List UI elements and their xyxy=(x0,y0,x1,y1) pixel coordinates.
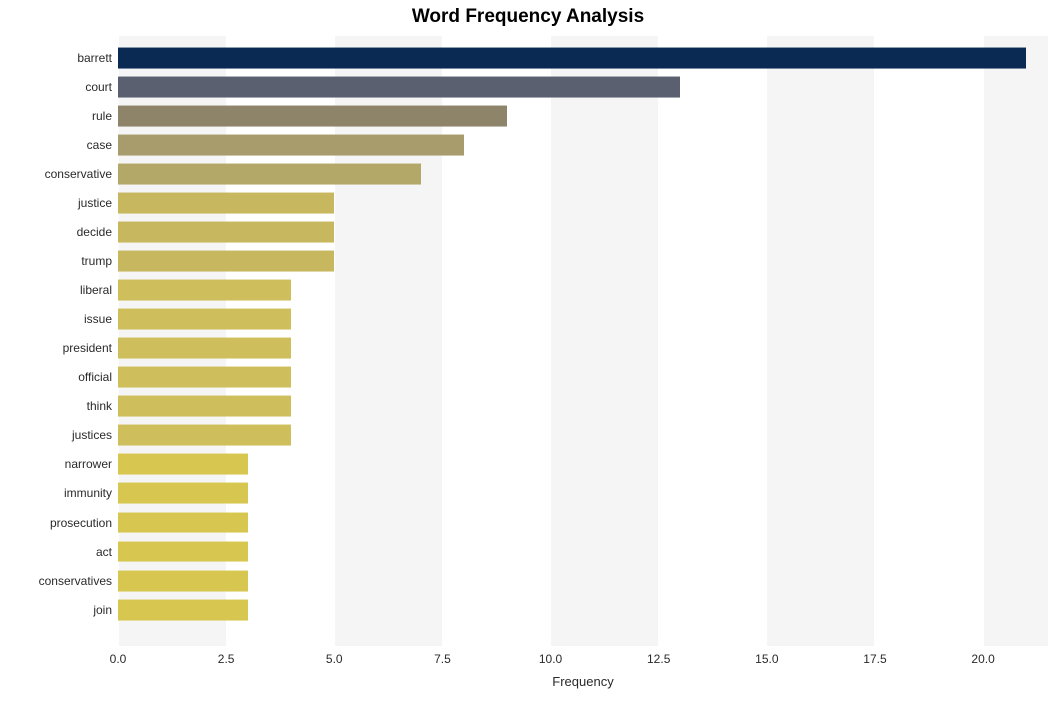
bar xyxy=(118,76,680,97)
bar-slot: liberal xyxy=(118,276,1048,305)
bar-slot: conservatives xyxy=(118,566,1048,595)
y-tick-label: justice xyxy=(78,196,118,210)
x-tick-label: 17.5 xyxy=(863,646,886,666)
chart-title: Word Frequency Analysis xyxy=(0,6,1056,28)
bar-slot: justice xyxy=(118,189,1048,218)
bar-slot: narrower xyxy=(118,450,1048,479)
y-tick-label: decide xyxy=(77,225,118,239)
bar-slot: official xyxy=(118,363,1048,392)
bar-slot: prosecution xyxy=(118,508,1048,537)
y-tick-label: case xyxy=(87,138,118,152)
bar-slot: barrett xyxy=(118,43,1048,72)
bar xyxy=(118,599,248,620)
bar-slot: act xyxy=(118,537,1048,566)
x-tick-label: 5.0 xyxy=(326,646,343,666)
x-tick-label: 0.0 xyxy=(110,646,127,666)
bar xyxy=(118,338,291,359)
bar xyxy=(118,425,291,446)
bar xyxy=(118,164,421,185)
bar xyxy=(118,396,291,417)
bar-slot: trump xyxy=(118,247,1048,276)
y-tick-label: conservative xyxy=(45,167,118,181)
plot-area: barrettcourtrulecaseconservativejusticed… xyxy=(118,36,1048,646)
x-axis-title: Frequency xyxy=(118,674,1048,689)
bar xyxy=(118,541,248,562)
y-tick-label: trump xyxy=(81,254,118,268)
bar-slot: decide xyxy=(118,218,1048,247)
bar-slot: think xyxy=(118,392,1048,421)
bar xyxy=(118,454,248,475)
y-tick-label: barrett xyxy=(77,51,118,65)
bar-slot: immunity xyxy=(118,479,1048,508)
y-tick-label: liberal xyxy=(80,283,118,297)
y-tick-label: act xyxy=(96,545,118,559)
bar xyxy=(118,193,334,214)
y-tick-label: immunity xyxy=(64,486,118,500)
x-tick-label: 20.0 xyxy=(971,646,994,666)
x-tick-label: 7.5 xyxy=(434,646,451,666)
bar-slot: rule xyxy=(118,101,1048,130)
bar xyxy=(118,483,248,504)
x-tick-label: 10.0 xyxy=(539,646,562,666)
bar-slot: court xyxy=(118,72,1048,101)
bar-slot: case xyxy=(118,130,1048,159)
bar-slot: justices xyxy=(118,421,1048,450)
bar xyxy=(118,309,291,330)
bar xyxy=(118,47,1026,68)
bar-slot: issue xyxy=(118,305,1048,334)
bar xyxy=(118,134,464,155)
y-tick-label: justices xyxy=(72,428,118,442)
y-tick-label: issue xyxy=(84,312,118,326)
y-tick-label: official xyxy=(78,370,118,384)
y-tick-label: president xyxy=(63,341,118,355)
bar xyxy=(118,105,507,126)
bar xyxy=(118,367,291,388)
bar xyxy=(118,251,334,272)
word-frequency-chart: Word Frequency Analysis barrettcourtrule… xyxy=(0,0,1056,701)
x-tick-label: 2.5 xyxy=(218,646,235,666)
bar-slot: president xyxy=(118,334,1048,363)
y-tick-label: conservatives xyxy=(39,574,118,588)
bar xyxy=(118,512,248,533)
x-tick-label: 12.5 xyxy=(647,646,670,666)
y-tick-label: rule xyxy=(92,109,118,123)
bar-slot: join xyxy=(118,595,1048,624)
x-tick-label: 15.0 xyxy=(755,646,778,666)
bar-slot: conservative xyxy=(118,159,1048,188)
y-tick-label: think xyxy=(87,399,118,413)
bar xyxy=(118,222,334,243)
y-tick-label: join xyxy=(93,603,118,617)
bar xyxy=(118,570,248,591)
y-tick-label: court xyxy=(85,80,118,94)
bar xyxy=(118,280,291,301)
y-tick-label: prosecution xyxy=(50,516,118,530)
y-tick-label: narrower xyxy=(65,457,118,471)
